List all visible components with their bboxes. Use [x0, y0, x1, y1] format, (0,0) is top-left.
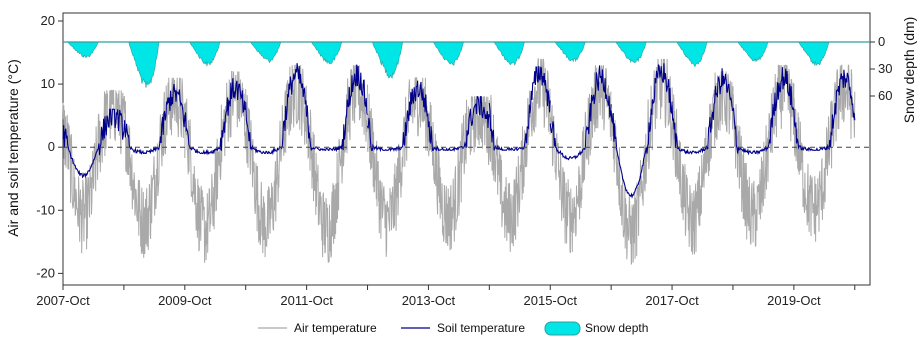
- y-tick-label: 0: [48, 139, 55, 154]
- air-temperature-line: [793, 64, 856, 242]
- snow-depth-area: [432, 41, 467, 66]
- snow-depth-area: [493, 41, 528, 66]
- snow-depth-area: [676, 41, 710, 68]
- air-temperature-line: [488, 58, 551, 252]
- y2-axis-title: Snow depth (dm): [901, 17, 917, 124]
- soil-temperature-line: [366, 80, 429, 153]
- x-tick-label: 2019-Oct: [767, 293, 821, 308]
- soil-temperature-line: [245, 63, 308, 156]
- legend-soil-label: Soil temperature: [437, 321, 525, 335]
- snow-depth-area: [67, 41, 101, 59]
- soil-temperature-line: [732, 67, 795, 156]
- soil-temperature-line: [488, 66, 551, 152]
- soil-temperature-line: [793, 69, 856, 152]
- snow-depth-area: [615, 41, 649, 64]
- y2-tick-label: 30: [878, 61, 892, 76]
- y-tick-label: 20: [41, 13, 55, 28]
- air-temperature-line: [671, 71, 734, 255]
- air-temperature-line: [427, 95, 490, 251]
- soil-temperature-line: [306, 64, 368, 153]
- snow-depth-area: [250, 41, 284, 64]
- air-temperature-line: [549, 65, 612, 254]
- soil-temperature-line: [184, 78, 246, 156]
- y-tick-label: -20: [36, 265, 55, 280]
- y-tick-label: 10: [41, 76, 55, 91]
- y-tick-label: -10: [36, 202, 55, 217]
- air-temperature-line: [367, 77, 429, 257]
- snow-depth-area: [798, 41, 832, 67]
- soil-temperature-line: [123, 84, 186, 155]
- snow-depth-layer: [67, 41, 832, 88]
- x-tick-label: 2013-Oct: [402, 293, 456, 308]
- air-temperature-line: [732, 64, 795, 247]
- y-axis-title: Air and soil temperature (°C): [5, 59, 21, 237]
- snow-depth-area: [554, 41, 588, 63]
- air-temperature-line: [245, 64, 308, 258]
- legend-snow-swatch: [544, 321, 581, 336]
- air-temperature-line: [62, 89, 125, 254]
- y2-tick-label: 0: [878, 34, 885, 49]
- x-tick-label: 2009-Oct: [158, 293, 212, 308]
- y2-tick-label: 60: [878, 88, 892, 103]
- x-tick-label: 2007-Oct: [36, 293, 90, 308]
- soil-temperature-line: [671, 68, 734, 155]
- x-tick-label: 2011-Oct: [280, 293, 333, 308]
- soil-temperature-line: [549, 65, 612, 161]
- snow-depth-area: [128, 41, 162, 88]
- soil-temperature-layer: [62, 63, 856, 199]
- legend-air-label: Air temperature: [294, 321, 377, 335]
- soil-temperature-line: [610, 63, 673, 199]
- x-axis: 2007-Oct 2009-Oct 2011-Oct 2013-Oct 2015-Oct…: [36, 285, 856, 308]
- snow-depth-area: [189, 41, 223, 67]
- snow-depth-area: [737, 41, 771, 63]
- snow-depth-area: [371, 41, 406, 80]
- legend: Air temperature Soil temperature Snow de…: [258, 321, 648, 336]
- soil-temperature-line: [427, 96, 490, 153]
- snow-depth-area: [311, 41, 345, 65]
- air-temperature-layer: [62, 58, 856, 265]
- air-temperature-line: [306, 64, 368, 263]
- plot-frame: [62, 12, 871, 286]
- x-tick-label: 2015-Oct: [524, 293, 578, 308]
- legend-snow-label: Snow depth: [585, 321, 648, 335]
- x-tick-label: 2017-Oct: [645, 293, 699, 308]
- right-y-axis: 0 30 60: [870, 34, 892, 103]
- left-y-axis: -20 -10 0 10 20: [36, 13, 63, 280]
- soil-temperature-line: [62, 108, 125, 179]
- air-temperature-line: [123, 77, 186, 258]
- air-temperature-line: [610, 58, 673, 265]
- air-temperature-line: [184, 71, 247, 263]
